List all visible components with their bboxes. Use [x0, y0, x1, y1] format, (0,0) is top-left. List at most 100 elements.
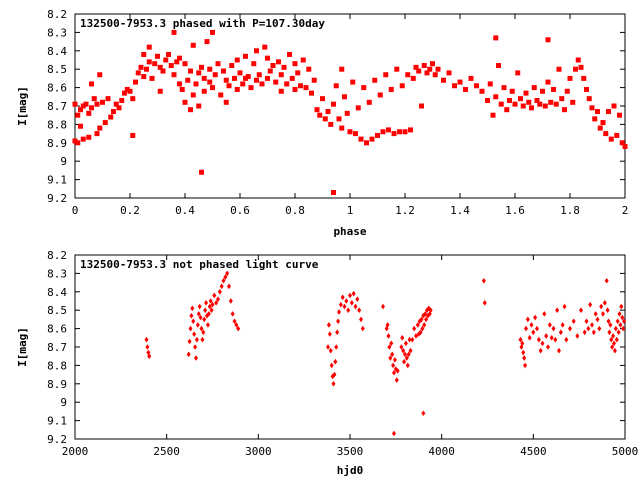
y-tick-label: 8.4: [47, 45, 67, 58]
data-point: [422, 322, 427, 328]
data-point: [562, 303, 567, 310]
data-point: [538, 347, 543, 354]
data-point: [600, 120, 606, 126]
data-point: [616, 329, 621, 336]
data-point: [493, 94, 499, 100]
data-point: [562, 107, 567, 113]
data-point: [498, 101, 504, 107]
data-point: [388, 86, 394, 92]
data-point: [287, 51, 292, 57]
data-point: [201, 88, 207, 94]
data-point: [446, 70, 452, 76]
data-point: [392, 357, 397, 363]
data-point: [234, 57, 240, 63]
data-point: [295, 70, 301, 76]
data-point: [607, 329, 612, 336]
data-point: [206, 311, 211, 317]
data-point: [593, 311, 598, 317]
data-point: [225, 270, 230, 277]
data-point: [80, 103, 86, 109]
data-point: [212, 292, 217, 299]
data-point: [328, 121, 334, 127]
data-point: [518, 336, 523, 343]
data-point: [97, 72, 103, 78]
data-point: [193, 344, 198, 350]
data-point: [457, 79, 463, 85]
data-point: [622, 143, 628, 149]
data-point: [555, 307, 560, 313]
data-point: [553, 101, 559, 107]
data-point: [199, 169, 204, 175]
data-point: [524, 325, 528, 332]
data-point: [89, 105, 94, 111]
x-tick-label: 5000: [612, 445, 639, 458]
data-point: [190, 305, 195, 312]
data-point: [392, 369, 396, 376]
data-point: [146, 44, 152, 50]
data-point: [245, 74, 251, 80]
data-point: [188, 325, 193, 332]
data-point: [234, 86, 240, 92]
data-point: [542, 103, 548, 109]
data-point: [226, 83, 232, 89]
data-point: [614, 132, 620, 138]
data-point: [405, 72, 411, 78]
data-point: [346, 307, 351, 313]
y-axis-label: I[mag]: [16, 86, 29, 126]
data-point: [78, 107, 83, 113]
data-point: [200, 336, 205, 343]
data-point: [575, 333, 580, 339]
data-point: [342, 303, 347, 310]
data-point: [108, 114, 114, 120]
data-point: [327, 331, 332, 337]
data-point: [599, 303, 604, 310]
data-point: [197, 303, 202, 310]
data-point: [72, 138, 78, 144]
data-point: [535, 325, 539, 332]
x-tick-label: 0.2: [120, 204, 140, 217]
data-point: [262, 44, 268, 50]
data-point: [306, 66, 312, 72]
data-point: [545, 79, 551, 85]
data-point: [196, 311, 201, 317]
data-point: [196, 103, 202, 109]
data-point: [542, 311, 547, 317]
data-point: [326, 344, 330, 350]
data-point: [138, 64, 144, 70]
data-point: [584, 318, 589, 325]
data-point: [575, 57, 581, 63]
data-point: [597, 125, 603, 131]
data-point: [207, 79, 213, 85]
data-point: [582, 329, 587, 336]
data-point: [349, 300, 354, 306]
data-point: [536, 336, 541, 343]
y-tick-label: 8.2: [47, 249, 67, 262]
data-point: [364, 140, 369, 146]
data-point: [152, 61, 158, 67]
data-point: [597, 325, 602, 332]
data-point: [353, 131, 358, 137]
data-point: [507, 97, 512, 103]
data-point: [89, 81, 94, 87]
data-point: [166, 51, 171, 57]
data-point: [187, 338, 192, 345]
data-point: [386, 127, 391, 133]
data-point: [276, 59, 281, 65]
data-point: [537, 101, 543, 107]
data-point: [86, 110, 92, 116]
data-point: [428, 307, 433, 313]
data-point: [355, 296, 360, 302]
data-point: [579, 307, 583, 313]
data-point: [309, 90, 314, 96]
y-tick-label: 8.7: [47, 100, 67, 113]
data-point: [332, 371, 337, 378]
data-point: [377, 92, 383, 98]
data-point: [342, 94, 347, 100]
x-tick-label: 1.6: [505, 204, 525, 217]
data-point: [289, 75, 295, 81]
data-point: [520, 103, 526, 109]
data-point: [397, 129, 402, 135]
data-point: [426, 305, 431, 312]
data-point: [430, 61, 435, 67]
